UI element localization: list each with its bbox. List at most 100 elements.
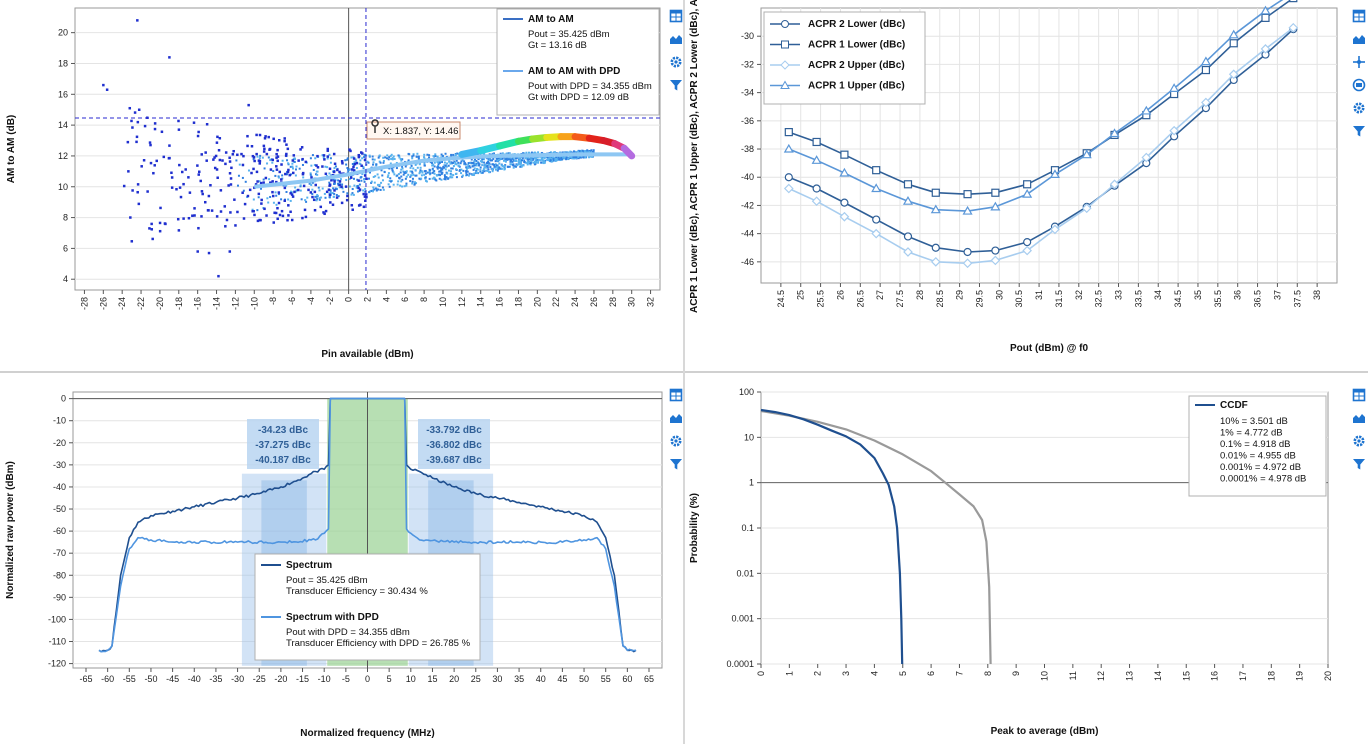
filter-icon[interactable] bbox=[669, 457, 683, 471]
area-chart-icon[interactable] bbox=[669, 411, 683, 425]
table-icon[interactable] bbox=[669, 388, 683, 402]
x-tick-label: -4 bbox=[306, 297, 316, 305]
scatter-point bbox=[193, 214, 196, 217]
area-chart-icon[interactable] bbox=[1352, 32, 1366, 46]
x-tick-label: 34 bbox=[1153, 290, 1163, 300]
data-point bbox=[784, 128, 793, 137]
marker-icon[interactable] bbox=[1352, 55, 1366, 69]
scatter-point bbox=[261, 156, 264, 159]
crosshair-tooltip[interactable]: X: 1.837, Y: 14.46 bbox=[366, 119, 461, 140]
scatter-point bbox=[284, 154, 288, 157]
filter-icon[interactable] bbox=[1352, 124, 1366, 138]
scatter-point bbox=[489, 159, 492, 162]
table-icon[interactable] bbox=[1352, 9, 1366, 23]
y-tick-label: 10 bbox=[744, 432, 754, 442]
scatter-point bbox=[576, 150, 579, 153]
scatter-point bbox=[309, 173, 312, 176]
scatter-point bbox=[302, 184, 306, 188]
scatter-point bbox=[393, 157, 396, 160]
scatter-point bbox=[346, 166, 349, 169]
scatter-point bbox=[499, 167, 502, 170]
scatter-point bbox=[340, 160, 344, 163]
scatter-point bbox=[420, 170, 423, 173]
scatter-point bbox=[213, 166, 217, 170]
table-icon[interactable] bbox=[669, 9, 683, 23]
scatter-point bbox=[159, 206, 162, 210]
scatter-point bbox=[433, 170, 436, 173]
area-chart-icon[interactable] bbox=[1352, 411, 1366, 425]
scatter-point bbox=[332, 187, 335, 190]
scatter-point bbox=[495, 165, 498, 168]
acpr-series-line bbox=[788, 0, 1293, 195]
scatter-point bbox=[351, 208, 354, 211]
scatter-point bbox=[487, 168, 490, 171]
scatter-point bbox=[492, 157, 495, 160]
data-point bbox=[1022, 188, 1033, 198]
scatter-point bbox=[516, 164, 519, 167]
filter-icon[interactable] bbox=[1352, 457, 1366, 471]
data-point bbox=[991, 246, 1000, 255]
scatter-point bbox=[470, 158, 473, 161]
x-tick-label: 5 bbox=[387, 674, 392, 684]
data-point bbox=[1289, 0, 1298, 3]
scatter-point bbox=[434, 153, 437, 156]
scatter-point bbox=[443, 164, 446, 167]
scatter-point bbox=[450, 153, 453, 156]
scatter-point bbox=[435, 179, 438, 182]
y-axis-label: Probability (%) bbox=[689, 493, 700, 563]
scatter-point bbox=[153, 122, 157, 125]
scatter-point bbox=[272, 137, 275, 141]
scatter-point bbox=[328, 153, 331, 156]
scatter-point bbox=[277, 193, 280, 196]
scatter-point bbox=[311, 181, 314, 184]
scatter-point bbox=[584, 150, 587, 153]
scatter-point bbox=[317, 186, 320, 189]
scatter-point bbox=[537, 158, 540, 161]
scatter-point bbox=[225, 218, 229, 222]
scatter-point bbox=[294, 168, 297, 171]
scatter-point bbox=[514, 165, 517, 168]
y-tick-label: 12 bbox=[58, 151, 68, 161]
area-chart-icon[interactable] bbox=[669, 32, 683, 46]
scatter-point bbox=[403, 185, 406, 188]
x-tick-label: 25.5 bbox=[816, 290, 826, 308]
table-icon[interactable] bbox=[1352, 388, 1366, 402]
scatter-point bbox=[344, 159, 347, 162]
scatter-point bbox=[465, 166, 468, 169]
scatter-point bbox=[320, 196, 323, 199]
scatter-point bbox=[338, 170, 341, 174]
data-point bbox=[1109, 179, 1120, 190]
scatter-point bbox=[263, 207, 266, 211]
legend-series-name: ACPR 2 Lower (dBc) bbox=[808, 19, 905, 30]
scatter-point bbox=[457, 164, 460, 167]
gear-icon[interactable] bbox=[1352, 434, 1366, 448]
scatter-point bbox=[533, 151, 536, 154]
scatter-point bbox=[321, 154, 324, 157]
scatter-point bbox=[287, 204, 290, 207]
scatter-point bbox=[368, 154, 371, 157]
y-tick-label: 16 bbox=[58, 89, 68, 99]
scatter-point bbox=[238, 163, 241, 166]
gear-icon[interactable] bbox=[669, 55, 683, 69]
scatter-point bbox=[395, 161, 398, 164]
scatter-point bbox=[488, 163, 491, 166]
scatter-point bbox=[259, 181, 263, 185]
scatter-point bbox=[584, 156, 587, 159]
x-tick-label: 26.5 bbox=[855, 290, 865, 308]
scatter-point bbox=[487, 157, 490, 160]
scatter-point bbox=[511, 160, 514, 163]
scatter-point bbox=[131, 126, 134, 129]
x-tick-label: 28 bbox=[608, 297, 618, 307]
scatter-point bbox=[177, 128, 181, 131]
gear-icon[interactable] bbox=[669, 434, 683, 448]
filter-icon[interactable] bbox=[669, 78, 683, 92]
scatter-point bbox=[498, 159, 501, 162]
scatter-point bbox=[277, 139, 281, 142]
gear-icon[interactable] bbox=[1352, 101, 1366, 115]
scatter-point bbox=[105, 88, 109, 91]
export-icon[interactable] bbox=[1352, 78, 1366, 92]
scatter-point bbox=[553, 151, 556, 154]
scatter-point bbox=[415, 155, 418, 158]
scatter-point bbox=[351, 192, 354, 195]
scatter-point bbox=[370, 180, 373, 183]
